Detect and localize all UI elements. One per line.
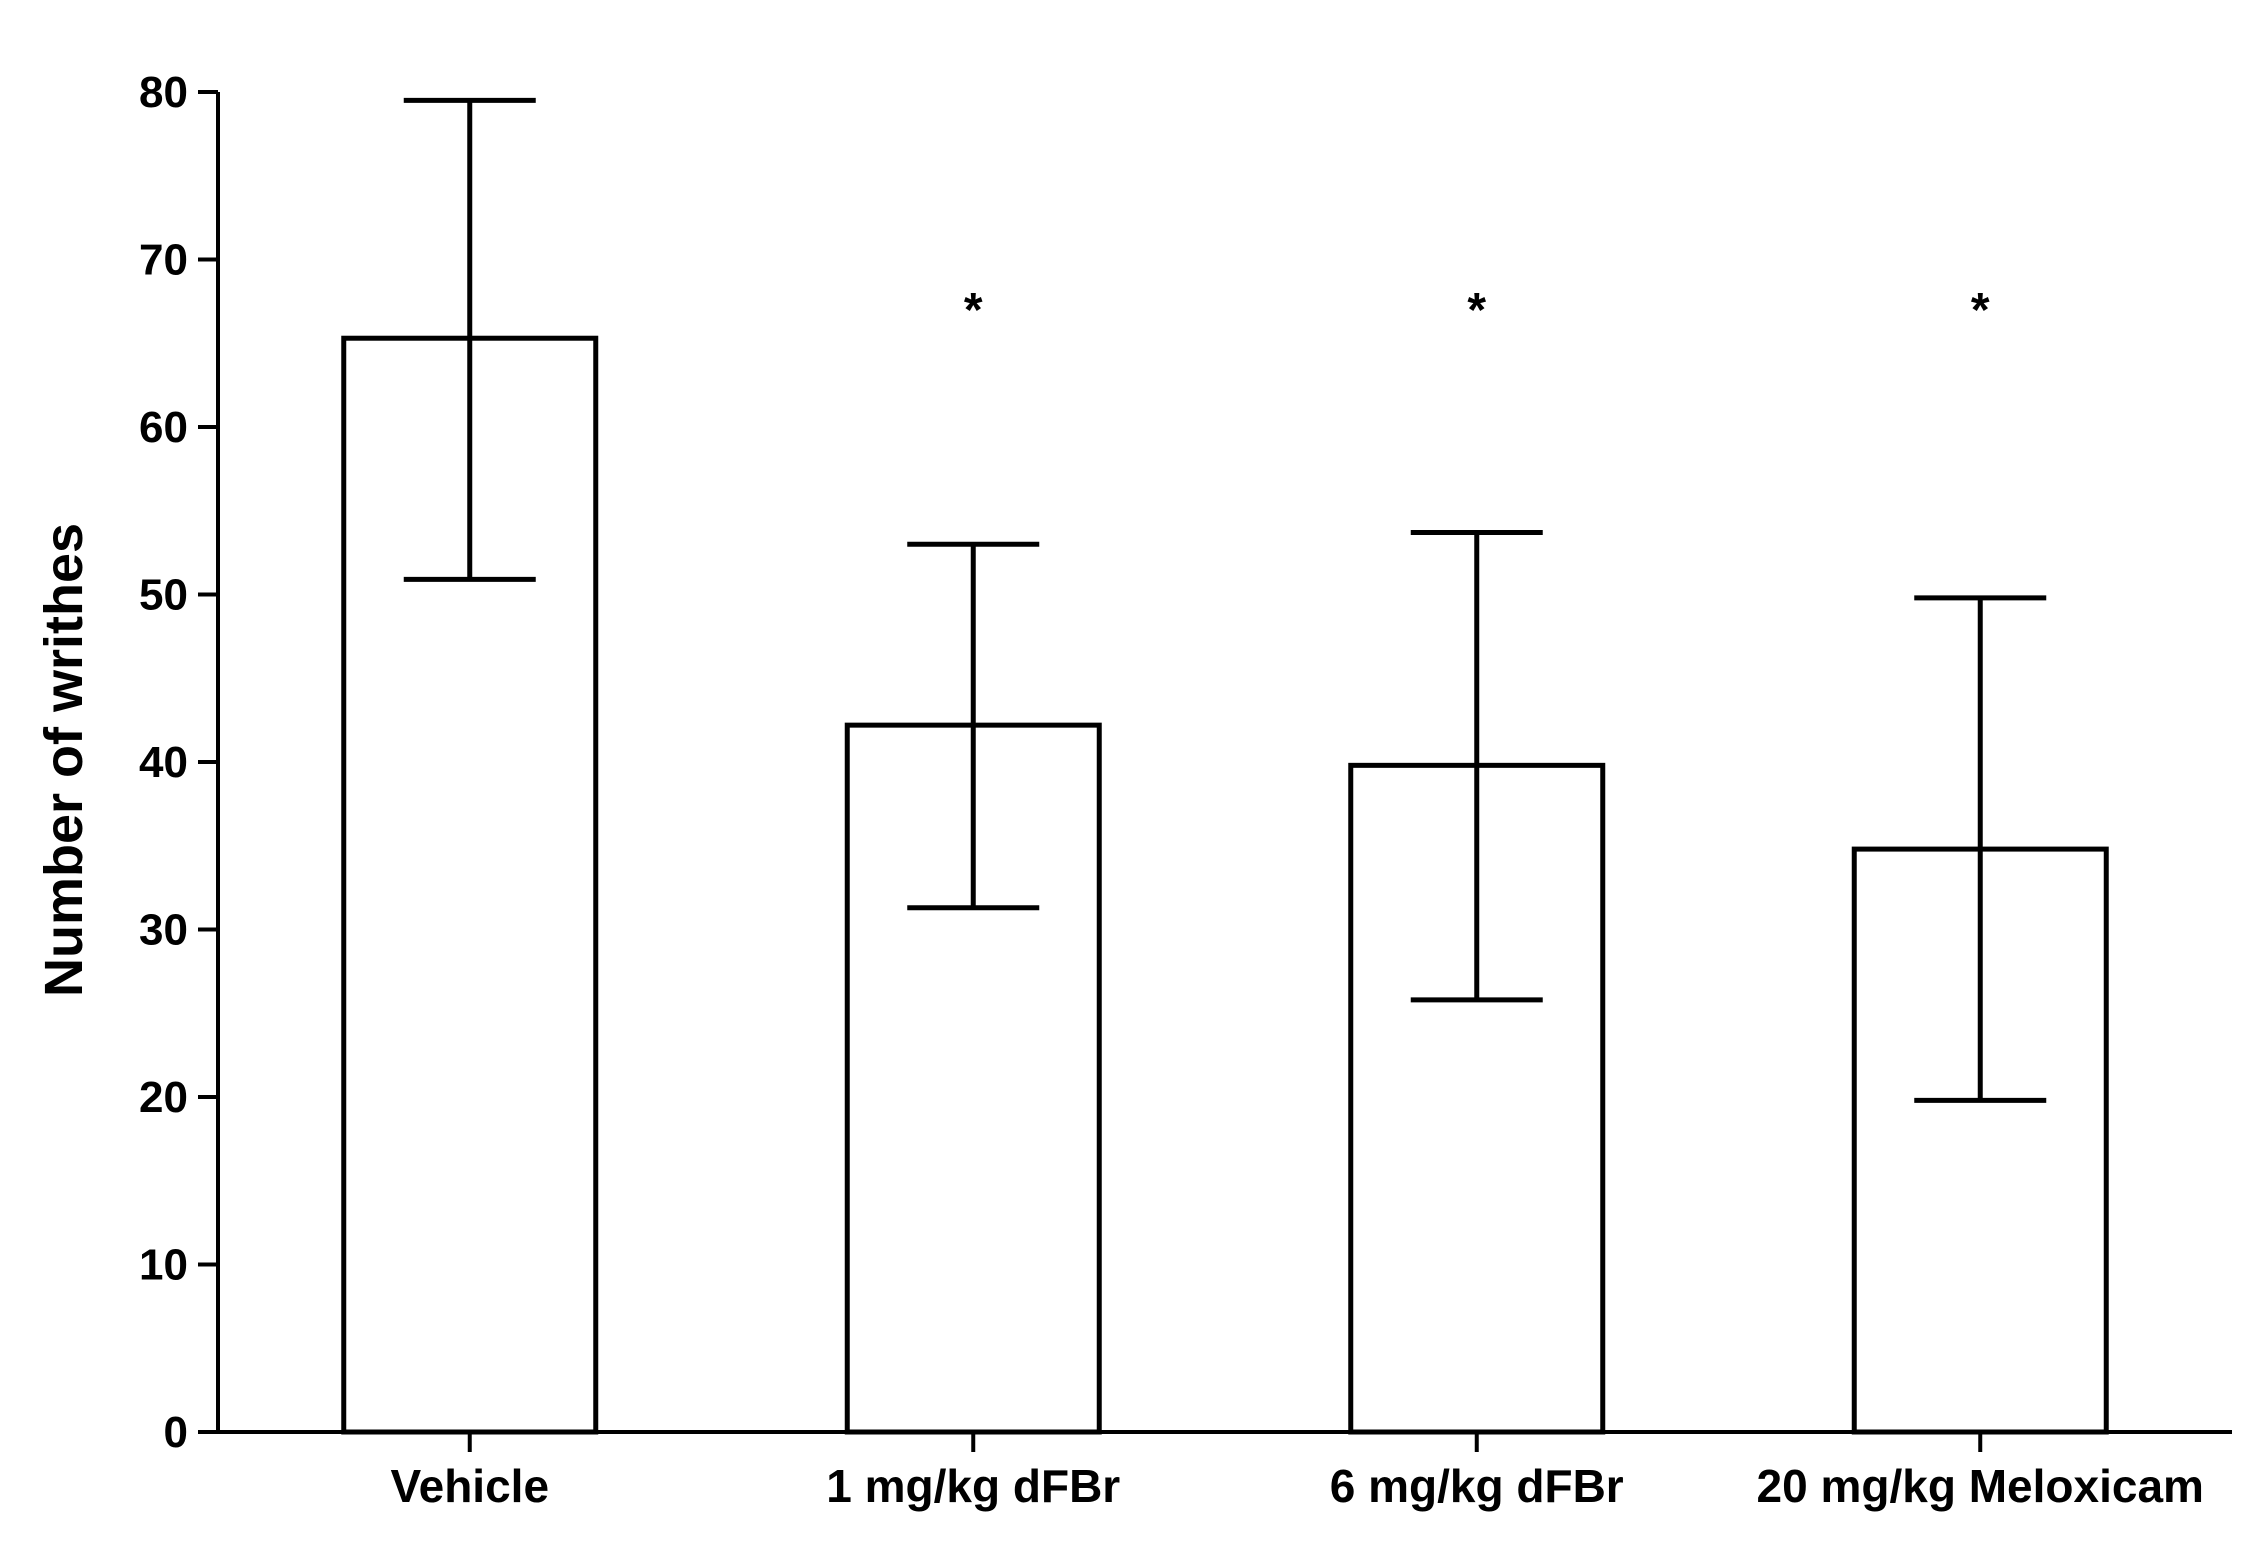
significance-mark: * xyxy=(964,284,983,337)
significance-mark: * xyxy=(1971,284,1990,337)
y-tick-label: 70 xyxy=(139,236,188,285)
y-tick-label: 10 xyxy=(139,1241,188,1290)
significance-mark: * xyxy=(1467,284,1486,337)
x-axis: Vehicle 1 mg/kg dFBr 6 mg/kg dFBr 20 mg/kg … xyxy=(218,1430,2232,1512)
error-bars xyxy=(403,97,2047,1103)
y-tick-label: 50 xyxy=(139,571,188,620)
bars xyxy=(341,335,2109,1435)
y-tick-label: 40 xyxy=(139,738,188,787)
y-tick-label: 80 xyxy=(139,68,188,117)
y-axis-title: Number of writhes xyxy=(34,523,94,997)
x-tick-label: 1 mg/kg dFBr xyxy=(826,1460,1120,1512)
y-tick-label: 20 xyxy=(139,1073,188,1122)
x-tick-label: 20 mg/kg Meloxicam xyxy=(1757,1460,2204,1512)
y-tick-label: 0 xyxy=(164,1408,188,1457)
x-tick-label: Vehicle xyxy=(390,1460,549,1512)
y-axis: 0 10 20 30 40 50 60 70 80 xyxy=(139,68,220,1457)
y-tick-label: 60 xyxy=(139,403,188,452)
y-tick-label: 30 xyxy=(139,906,188,955)
x-tick-label: 6 mg/kg dFBr xyxy=(1330,1460,1624,1512)
significance-marks: * * * xyxy=(964,284,1990,337)
